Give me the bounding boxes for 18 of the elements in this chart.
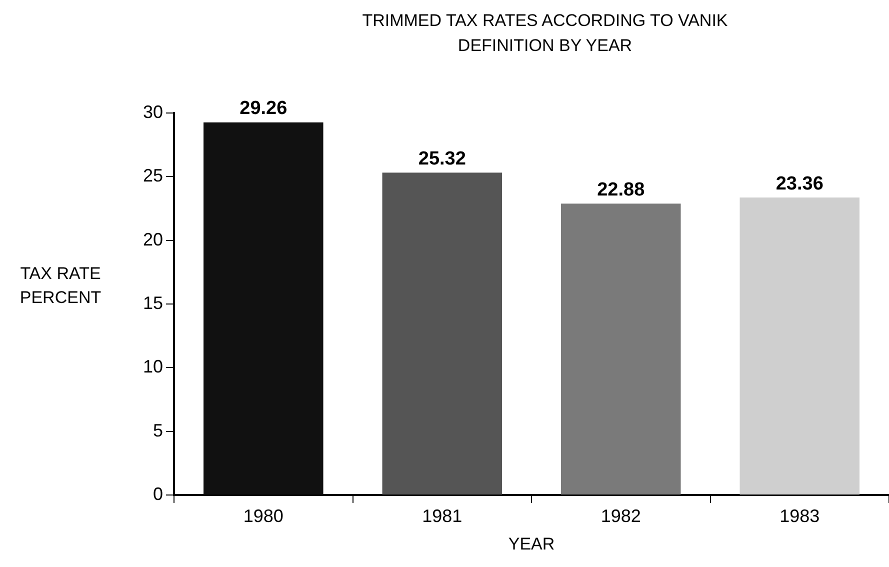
data-label: 29.26 — [240, 98, 288, 120]
y-tick-label: 20 — [142, 229, 164, 250]
data-label: 22.88 — [597, 179, 645, 200]
x-tick-label: 1983 — [780, 506, 820, 526]
x-axis-title: YEAR — [508, 534, 555, 554]
data-label: 23.36 — [776, 173, 824, 194]
x-tick-label: 1982 — [600, 506, 641, 526]
data-label: 25.32 — [418, 148, 466, 170]
x-tick-label: 1980 — [243, 506, 284, 526]
y-tick-label: 15 — [142, 292, 164, 313]
y-tick-label: 10 — [142, 356, 164, 377]
y-tick-label: 5 — [153, 420, 164, 440]
chart-title: TRIMMED TAX RATES ACCORDING TO VANIK DEFINITION BY YEAR — [361, 10, 729, 57]
y-tick-label: 25 — [142, 166, 164, 186]
y-tick-label: 30 — [142, 102, 164, 122]
y-axis-title: TAX RATE PERCENT — [18, 263, 102, 309]
x-tick-label: 1981 — [422, 506, 462, 526]
y-tick-label: 0 — [153, 484, 164, 504]
